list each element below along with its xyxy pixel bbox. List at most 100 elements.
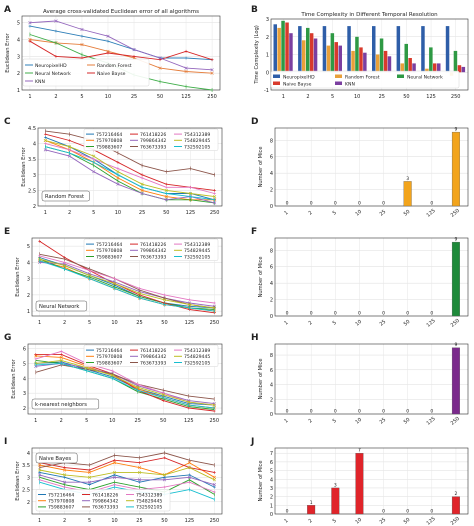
panel-a-legend-label: Naive Bayse (97, 71, 126, 77)
panel-b-legend-label: KNN (345, 81, 355, 87)
panel-i-series-line (39, 457, 215, 473)
panel-c-point (67, 154, 72, 158)
panel-j-bar (307, 505, 316, 515)
panel-b-ytick: 1 (266, 53, 269, 59)
panel-g-xtick: 1 (34, 418, 37, 424)
panel-d-bar-label: 0 (430, 201, 433, 207)
panel-c-point (68, 148, 71, 152)
panel-b-bar (309, 33, 314, 73)
panel-i-point (62, 468, 67, 472)
panel-e-xtick: 25 (136, 320, 142, 326)
panel-e-xtick: 2 (63, 320, 66, 326)
panel-g-annotation-text: k-nearest neighbors (35, 402, 87, 408)
panel-c-xtick: 1 (44, 210, 47, 216)
panel-h-xtick: 2 (307, 418, 313, 425)
panel-a-xtick: 1 (28, 94, 31, 100)
panel-d-bar-label: 0 (382, 201, 385, 207)
panel-b-bar (313, 38, 318, 73)
panel-b-bar (461, 66, 466, 73)
panel-a-series-line (29, 20, 213, 71)
panel-j-bar-label: 0 (430, 509, 433, 515)
panel-i-point (112, 475, 117, 479)
panel-c-point (140, 173, 144, 177)
panel-d-xtick: 1 (283, 210, 289, 217)
panel-e-point (63, 260, 66, 264)
panel-letter-c: C (4, 117, 11, 127)
panel-i-legend-label: 757216464 (48, 492, 74, 498)
panel-g-annotation: k-nearest neighbors (31, 398, 100, 410)
panel-i-legend-label: 732592105 (136, 505, 162, 511)
panel-h-xtick: 10 (354, 417, 363, 426)
panel-d-bar-label: 9 (455, 127, 458, 133)
panel-i-series-line (39, 474, 215, 486)
panel-h-xtick: 125 (426, 416, 437, 427)
panel-c-ytick: 3.5 (28, 157, 36, 163)
panel-i-ytick: 3 (27, 475, 30, 481)
panel-c-xtick: 10 (115, 210, 121, 216)
panel-c-legend-item: 757970808 (86, 138, 122, 144)
panel-c-legend-label: 754312389 (184, 132, 210, 138)
panel-a-point (54, 54, 58, 58)
panel-c-point (140, 188, 144, 193)
panel-h-bar-label: 9 (455, 342, 458, 348)
panel-g-point (34, 354, 38, 358)
panel-i-point (213, 485, 216, 489)
panel-j-ytick: 7 (270, 451, 273, 457)
panel-c-legend-label: 754829445 (184, 138, 210, 144)
panel-i-ytick: 3.5 (22, 463, 30, 469)
panel-b-legend-label: Neural Network (407, 74, 443, 80)
panel-i-point (213, 490, 216, 494)
panel-j-bar (331, 487, 340, 515)
panel-i-legend-label: 761418226 (92, 492, 118, 498)
panel-b-bar (285, 22, 289, 73)
panel-d-bar-label: 0 (310, 201, 313, 207)
panel-g-series-line (35, 364, 215, 400)
panel-a-point (28, 39, 32, 43)
panel-a-ytick: 2 (17, 71, 20, 77)
panel-e-legend-item: 754829445 (174, 248, 210, 254)
panel-b-bar (326, 45, 331, 73)
panel-i-point (212, 483, 217, 487)
panel-i-xtick: 5 (88, 518, 91, 524)
panel-g-ytick: 5 (23, 361, 26, 367)
panel-b-legend-swatch (335, 81, 342, 85)
panel-j-ytick: 1 (270, 503, 273, 509)
panel-e-annotation: Neural Network (35, 300, 88, 312)
panel-f-ytick: 2 (270, 298, 273, 304)
panel-g-legend-item: 754829445 (174, 354, 210, 360)
panel-c-ytick: 2 (33, 204, 36, 210)
panel-j-bar-label: 1 (310, 500, 313, 506)
panel-i-point (137, 465, 142, 470)
panel-g-ytick: 3 (23, 391, 26, 397)
panel-a-point (210, 58, 214, 62)
panel-i-legend-item: 763673393 (82, 505, 118, 511)
panel-e-point (162, 298, 167, 302)
panel-a-point (106, 51, 110, 55)
panel-a-axes-frame (21, 15, 221, 91)
panel-d-bar (451, 131, 460, 207)
panel-e-point (88, 269, 91, 272)
panel-a-legend-label: KNN (35, 79, 45, 85)
panel-b-legend-label: NeuropixelHD (283, 74, 315, 80)
panel-e-series-line (39, 258, 215, 309)
panel-e-xtick: 1 (38, 320, 41, 326)
panel-b-ytick: 3 (266, 17, 269, 23)
panel-letter-b: B (251, 5, 258, 15)
panel-a-legend-label: NeuropixelHD (35, 63, 67, 69)
panel-g-point (136, 385, 140, 389)
panel-g-ytick: 4 (23, 376, 26, 382)
panel-c-annotation-box (41, 190, 90, 202)
panel-a-legend-item: Neural Network (25, 71, 71, 77)
panel-b-bar (289, 33, 293, 73)
panel-g-legend-label: 761418226 (140, 348, 166, 354)
panel-g-xtick: 25 (135, 418, 141, 424)
panel-b-ylabel: Time Complexity (Log) (254, 25, 260, 85)
panel-i-legend-label: 757970808 (48, 499, 74, 505)
panel-h-xtick: 5 (332, 418, 338, 425)
panel-c-legend-box (83, 128, 219, 151)
panel-j-ytick: 3 (270, 486, 273, 492)
panel-c-point (43, 138, 47, 143)
panel-e-legend-item: 757216464 (86, 242, 122, 248)
